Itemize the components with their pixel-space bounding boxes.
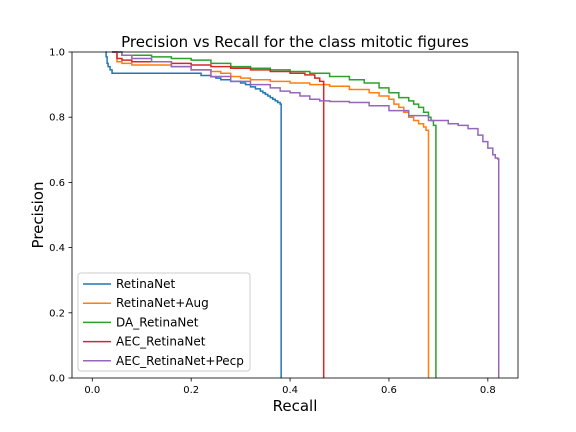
- plot-lines: [105, 51, 500, 378]
- x-tick-label: 0.0: [84, 385, 100, 396]
- legend-box: [77, 272, 251, 372]
- series-line-3: [112, 51, 325, 378]
- x-tick-label: 0.2: [183, 385, 199, 396]
- y-axis-title: Precision: [29, 182, 47, 249]
- legend-label: AEC_RetinaNet+Pecp: [116, 354, 244, 368]
- legend-label: DA_RetinaNet: [116, 315, 199, 329]
- series-line-4: [112, 51, 500, 378]
- y-tick-label: 1.0: [49, 48, 65, 59]
- y-tick-label: 0.2: [49, 308, 65, 319]
- legend-label: RetinaNet: [116, 277, 176, 291]
- x-tick-label: 0.6: [381, 385, 397, 396]
- x-axis: 0.0 0.2 0.4 0.6 0.8: [84, 378, 496, 396]
- legend-label: AEC_RetinaNet: [116, 335, 206, 349]
- legend-label: RetinaNet+Aug: [116, 296, 209, 310]
- y-tick-label: 0.0: [49, 374, 65, 385]
- y-tick-label: 0.8: [49, 113, 65, 124]
- chart-title: Precision vs Recall for the class mitoti…: [121, 33, 469, 51]
- x-tick-label: 0.8: [480, 385, 496, 396]
- y-tick-label: 0.6: [49, 178, 65, 189]
- series-line-2: [112, 51, 437, 378]
- legend: RetinaNet RetinaNet+Aug DA_RetinaNet AEC_Re…: [77, 272, 251, 372]
- x-tick-label: 0.4: [282, 385, 298, 396]
- plot-frame: [71, 51, 519, 379]
- y-axis: 0.0 0.2 0.4 0.6 0.8 1.0: [49, 48, 72, 385]
- series-line-0: [105, 51, 282, 378]
- x-axis-title: Recall: [273, 397, 318, 415]
- y-tick-label: 0.4: [49, 243, 65, 254]
